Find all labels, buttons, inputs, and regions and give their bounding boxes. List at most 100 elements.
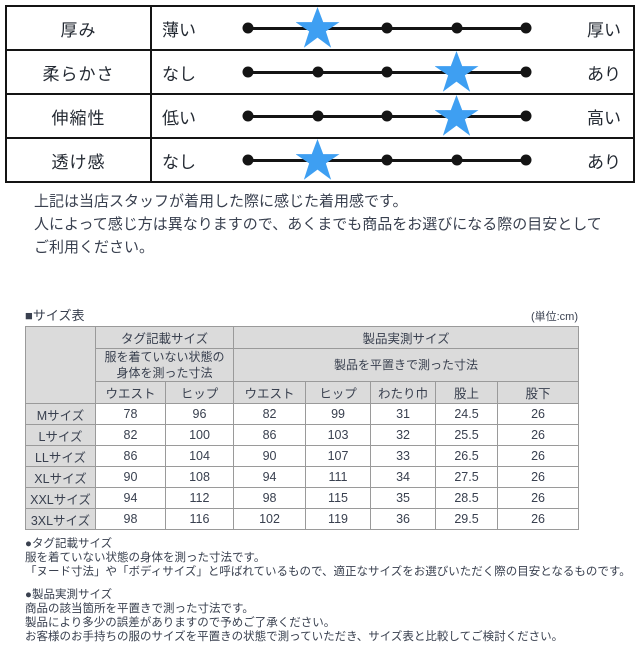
- size-value-cell: 82: [233, 403, 307, 426]
- size-value-cell: 94: [233, 466, 307, 489]
- size-value-cell: 36: [370, 508, 437, 531]
- feel-scale-area: 低い 高い: [152, 95, 633, 137]
- unit-label: (単位:cm): [530, 311, 578, 323]
- size-row-label: Mサイズ: [25, 403, 96, 426]
- footnote-heading: ●製品実測サイズ: [25, 589, 113, 602]
- feel-row: 透け感 なし あり: [7, 139, 633, 181]
- size-value-cell: 35: [370, 487, 437, 510]
- footnote-heading: ●タグ記載サイズ: [25, 538, 113, 551]
- size-row-label: Lサイズ: [25, 424, 96, 447]
- size-column-header: ウエスト: [95, 381, 166, 405]
- size-table-row: Mサイズ 78 96 82 99 31 24.5 26: [25, 403, 580, 426]
- size-value-cell: 27.5: [435, 466, 499, 489]
- size-value-cell: 26: [497, 445, 580, 468]
- size-table-row: XLサイズ 90 108 94 111 34 27.5 26: [25, 466, 580, 489]
- size-value-cell: 26: [497, 487, 580, 510]
- scale-dot: [381, 66, 393, 78]
- size-row-label: XXLサイズ: [25, 487, 96, 510]
- feel-row: 伸縮性 低い 高い: [7, 95, 633, 139]
- size-value-cell: 115: [305, 487, 372, 510]
- feel-scale: [242, 7, 532, 49]
- size-value-cell: 26: [497, 403, 580, 426]
- scale-dot: [520, 154, 532, 166]
- size-row-label: 3XLサイズ: [25, 508, 96, 531]
- size-value-cell: 32: [370, 424, 437, 447]
- size-value-cell: 26: [497, 508, 580, 531]
- scale-dot: [312, 66, 323, 78]
- size-value-cell: 108: [164, 466, 235, 489]
- size-table-corner-cell: [25, 325, 96, 405]
- size-value-cell: 99: [305, 403, 372, 426]
- size-column-header: わたり巾: [370, 381, 437, 405]
- footnote-line: 服を着ていない状態の身体を測った寸法です。: [25, 552, 266, 565]
- tag-size-description: 服を着ていない状態の身体を測った寸法: [94, 347, 235, 383]
- feel-min-label: 薄い: [162, 20, 196, 40]
- size-value-cell: 31: [370, 403, 437, 426]
- size-value-cell: 82: [95, 424, 166, 447]
- feel-row: 厚み 薄い 厚い: [7, 7, 633, 51]
- footnote-block: ●製品実測サイズ 商品の該当箇所を平置きで測った寸法です。 製品により多少の誤差があ…: [25, 588, 635, 644]
- size-value-cell: 103: [305, 424, 372, 447]
- tag-size-group-header: タグ記載サイズ: [94, 326, 235, 349]
- feel-max-label: あり: [587, 64, 621, 84]
- size-value-cell: 100: [164, 424, 235, 447]
- measured-size-description: 製品を平置きで測った寸法: [233, 347, 580, 383]
- size-value-cell: 28.5: [435, 487, 499, 510]
- size-row-label: XLサイズ: [25, 466, 96, 489]
- scale-dot: [520, 22, 532, 34]
- size-table-row: LLサイズ 86 104 90 107 33 26.5 26: [25, 445, 580, 468]
- size-value-cell: 98: [233, 487, 307, 510]
- feel-max-label: あり: [587, 152, 621, 172]
- tag-size-description-text: 服を着ていない状態の身体を測った寸法: [104, 350, 225, 381]
- scale-dot: [381, 110, 393, 122]
- scale-dot: [312, 110, 323, 122]
- feel-min-label: 低い: [162, 108, 196, 128]
- size-row-label: LLサイズ: [25, 445, 96, 468]
- footnote-line: 製品により多少の誤差がありますので予めご了承ください。: [25, 617, 336, 630]
- size-value-cell: 78: [95, 403, 166, 426]
- feel-chart: 厚み 薄い 厚い 柔らかさ なし あり 伸縮性 低い 高い 透け感 なし あり: [5, 5, 635, 183]
- feel-min-label: なし: [162, 152, 196, 172]
- size-value-cell: 107: [305, 445, 372, 468]
- size-value-cell: 90: [233, 445, 307, 468]
- feel-scale: [242, 139, 532, 181]
- feel-min-label: なし: [162, 64, 196, 84]
- feel-max-label: 厚い: [587, 20, 621, 40]
- scale-dot: [451, 22, 462, 34]
- size-value-cell: 26.5: [435, 445, 499, 468]
- size-column-header: 股上: [435, 381, 499, 405]
- size-table-column-header-row: ウエスト ヒップ ウエスト ヒップ わたり巾 股上 股下: [26, 381, 580, 405]
- size-value-cell: 24.5: [435, 403, 499, 426]
- size-section-header: ■サイズ表 (単位:cm): [25, 305, 578, 324]
- size-value-cell: 116: [164, 508, 235, 531]
- size-table-title: ■サイズ表: [25, 308, 85, 323]
- size-column-header: ヒップ: [164, 381, 235, 405]
- size-value-cell: 119: [305, 508, 372, 531]
- size-value-cell: 104: [164, 445, 235, 468]
- feel-attribute-label: 透け感: [7, 139, 152, 181]
- scale-dot: [242, 154, 254, 166]
- size-table: タグ記載サイズ 製品実測サイズ 服を着ていない状態の身体を測った寸法 製品を平置…: [25, 325, 580, 531]
- product-info-sheet: 厚み 薄い 厚い 柔らかさ なし あり 伸縮性 低い 高い 透け感 なし あり 上記は当店スタッフが着…: [0, 5, 640, 644]
- size-value-cell: 86: [233, 424, 307, 447]
- size-value-cell: 33: [370, 445, 437, 468]
- size-value-cell: 29.5: [435, 508, 499, 531]
- feel-max-label: 高い: [587, 108, 621, 128]
- size-value-cell: 26: [497, 424, 580, 447]
- size-value-cell: 102: [233, 508, 307, 531]
- footnote-line: 商品の該当箇所を平置きで測った寸法です。: [25, 603, 254, 616]
- scale-dot: [381, 154, 393, 166]
- size-table-row: XXLサイズ 94 112 98 115 35 28.5 26: [25, 487, 580, 510]
- feel-attribute-label: 厚み: [7, 7, 152, 49]
- size-value-cell: 34: [370, 466, 437, 489]
- intro-line: 人によって感じ方は異なりますので、あくまでも商品をお選びになる際の目安として: [34, 216, 602, 233]
- feel-scale-area: なし あり: [152, 139, 633, 181]
- size-value-cell: 86: [95, 445, 166, 468]
- feel-attribute-label: 柔らかさ: [7, 51, 152, 93]
- scale-dot: [381, 22, 393, 34]
- size-column-header: ウエスト: [233, 381, 307, 405]
- scale-dot: [520, 66, 532, 78]
- scale-dot: [242, 66, 254, 78]
- scale-dot: [242, 110, 254, 122]
- intro-note: 上記は当店スタッフが着用した際に感じた着用感です。 人によって感じ方は異なりますの…: [34, 190, 620, 259]
